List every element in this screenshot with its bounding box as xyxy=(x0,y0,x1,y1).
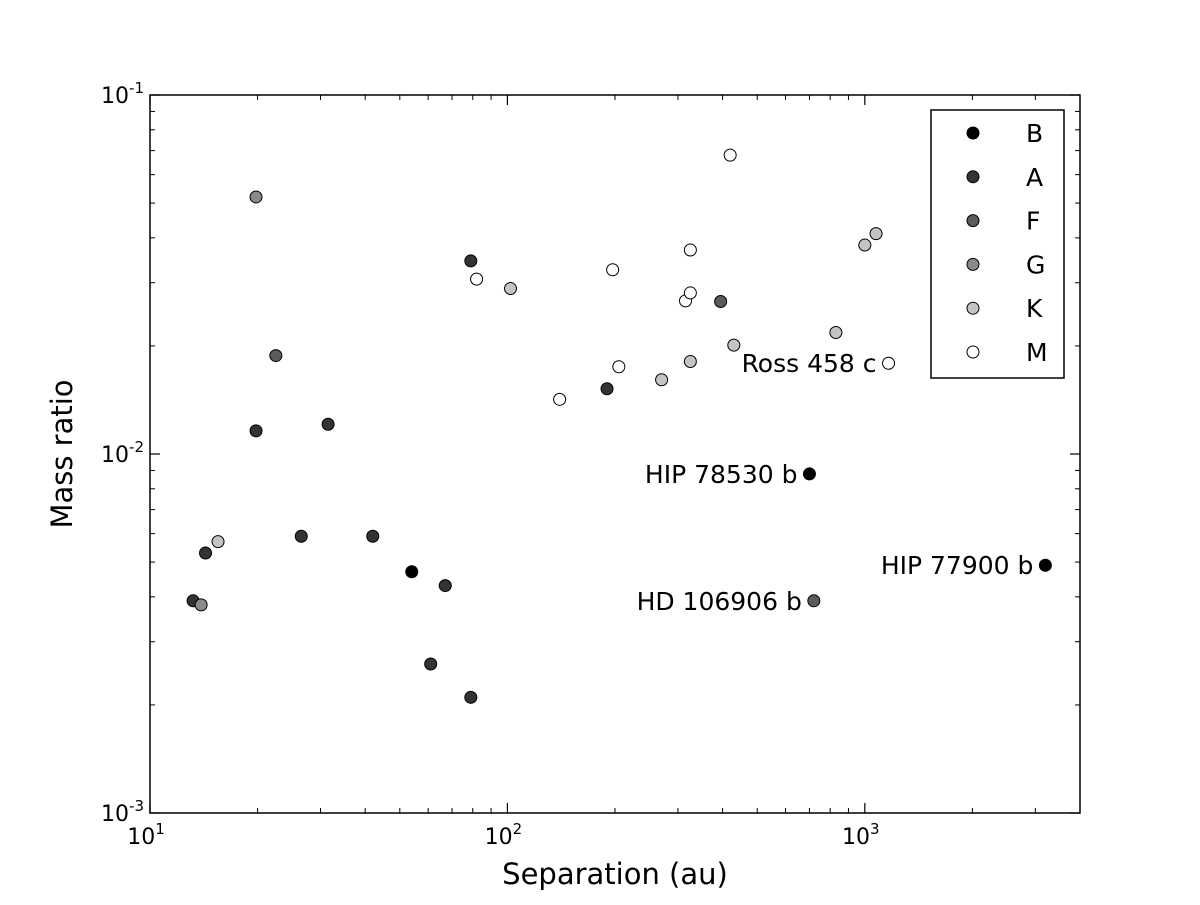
tick-labels: 101 102 103 10-3 10-2 10-1 xyxy=(101,79,880,850)
annotation-label: HIP 78530 b xyxy=(645,460,798,489)
annotations: Ross 458 c HIP 78530 b HIP 77900 b HD 10690… xyxy=(637,349,1034,616)
y-tick-label: 10-2 xyxy=(101,438,144,468)
legend-label: F xyxy=(1026,207,1040,236)
x-tick-label: 103 xyxy=(842,820,880,850)
y-tick-label: 10-1 xyxy=(101,79,144,109)
legend-marker xyxy=(966,301,980,315)
legend-marker xyxy=(966,170,980,184)
minor-ticks xyxy=(150,95,1080,813)
legend-label: M xyxy=(1026,338,1048,367)
data-point-a xyxy=(438,579,452,593)
data-point-k xyxy=(829,325,843,339)
legend-box xyxy=(930,109,1065,379)
annotation-label: HIP 77900 b xyxy=(881,551,1034,580)
data-point-f xyxy=(269,349,283,363)
annotation-label: HD 106906 b xyxy=(637,587,802,616)
data-point-g xyxy=(249,190,263,204)
data-point-a xyxy=(249,424,263,438)
data-point-a xyxy=(424,657,438,671)
data-point-a xyxy=(464,690,478,704)
data-point-b xyxy=(405,565,419,579)
data-point-k xyxy=(727,338,741,352)
data-point-k xyxy=(683,354,697,368)
x-tick-label: 102 xyxy=(485,820,523,850)
data-point-k xyxy=(503,282,517,296)
data-point-f xyxy=(714,294,728,308)
data-point-m xyxy=(683,243,697,257)
legend-marker xyxy=(966,345,980,359)
data-point-a xyxy=(294,529,308,543)
data-point-g xyxy=(194,598,208,612)
data-points xyxy=(186,148,1052,704)
legend-marker xyxy=(966,126,980,140)
data-point-k xyxy=(211,535,225,549)
data-point-k xyxy=(655,373,669,387)
data-point-m xyxy=(723,148,737,162)
x-axis-label: Separation (au) xyxy=(502,857,728,891)
plot-area-frame xyxy=(149,94,1081,814)
data-point-m xyxy=(553,392,567,406)
data-point-k xyxy=(858,238,872,252)
data-point-b xyxy=(1038,558,1052,572)
legend-label: K xyxy=(1026,294,1043,323)
data-point-m xyxy=(882,356,896,370)
legend-label: B xyxy=(1026,119,1043,148)
data-point-a xyxy=(366,529,380,543)
x-tick-label: 101 xyxy=(127,820,165,850)
y-tick-label: 10-3 xyxy=(101,797,144,827)
data-point-a xyxy=(464,254,478,268)
annotation-label: Ross 458 c xyxy=(742,349,877,378)
legend-label: A xyxy=(1026,163,1043,192)
data-point-k xyxy=(869,227,883,241)
data-point-m xyxy=(612,360,626,374)
data-point-a xyxy=(600,382,614,396)
legend-marker xyxy=(966,214,980,228)
y-axis-label: Mass ratio xyxy=(45,379,79,528)
legend-marker xyxy=(966,257,980,271)
data-point-m xyxy=(683,286,697,300)
data-point-m xyxy=(470,272,484,286)
major-ticks xyxy=(149,94,1080,814)
data-point-a xyxy=(321,417,335,431)
legend-label: G xyxy=(1026,250,1045,279)
data-point-a xyxy=(199,546,213,560)
data-point-f xyxy=(807,594,821,608)
data-point-m xyxy=(606,263,620,277)
data-point-b xyxy=(802,467,816,481)
